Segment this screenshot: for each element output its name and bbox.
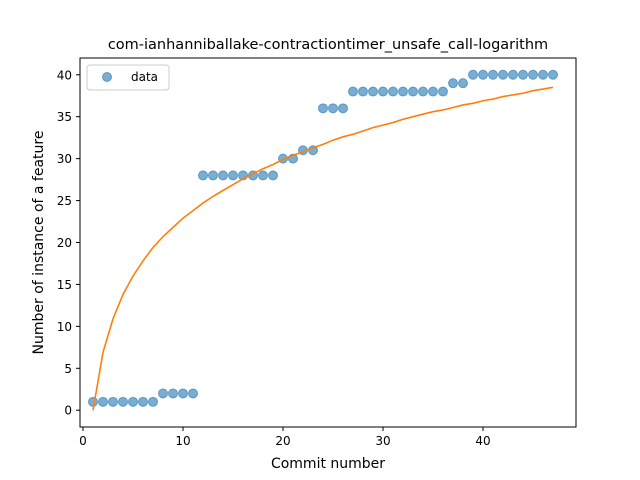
legend: data (86, 64, 170, 91)
data-point (518, 69, 528, 80)
x-tick-label: 40 (475, 434, 490, 448)
data-point (218, 170, 228, 181)
data-point (128, 396, 138, 407)
data-point (458, 78, 468, 89)
data-point (408, 86, 418, 97)
x-tick-label: 30 (375, 434, 390, 448)
data-point (498, 69, 508, 80)
x-tick-label: 20 (275, 434, 290, 448)
data-point (478, 69, 488, 80)
y-tick-label: 0 (64, 404, 72, 418)
data-point (508, 69, 518, 80)
data-point (188, 388, 198, 399)
data-point (318, 103, 328, 114)
data-point (98, 396, 108, 407)
data-point (168, 388, 178, 399)
data-point (198, 170, 208, 181)
data-point (108, 396, 118, 407)
data-point (418, 86, 428, 97)
data-point (358, 86, 368, 97)
data-point (148, 396, 158, 407)
data-point (88, 396, 98, 407)
y-tick-label: 5 (64, 362, 72, 376)
data-point (488, 69, 498, 80)
fit-line (92, 86, 554, 411)
y-tick-label: 40 (57, 68, 72, 82)
y-tick-label: 15 (57, 278, 72, 292)
legend-marker-data (102, 72, 112, 82)
data-point (328, 103, 338, 114)
y-tick-label: 30 (57, 152, 72, 166)
data-point (468, 69, 478, 80)
data-point (208, 170, 218, 181)
x-axis-label: Commit number (271, 456, 385, 472)
data-point (538, 69, 548, 80)
legend-label-data: data (131, 70, 158, 84)
y-axis-label: Number of instance of a feature (31, 131, 47, 355)
data-point (438, 86, 448, 97)
data-point (228, 170, 238, 181)
legend-box (86, 64, 170, 91)
chart-title: com-ianhanniballake-contractiontimer_uns… (108, 37, 548, 53)
data-point (118, 396, 128, 407)
data-point (258, 170, 268, 181)
y-tick-label: 25 (57, 194, 72, 208)
y-tick-label: 10 (57, 320, 72, 334)
plot-area (88, 69, 558, 411)
x-tick-label: 0 (79, 434, 87, 448)
data-point (428, 86, 438, 97)
y-tick-label: 20 (57, 236, 72, 250)
data-point (268, 170, 278, 181)
data-point (178, 388, 188, 399)
data-point (348, 86, 358, 97)
data-point (528, 69, 538, 80)
x-tick-label: 10 (175, 434, 190, 448)
data-point (448, 78, 458, 89)
y-tick-label: 35 (57, 110, 72, 124)
data-point (338, 103, 348, 114)
data-point (368, 86, 378, 97)
data-point (158, 388, 168, 399)
data-point (548, 69, 558, 80)
data-point (398, 86, 408, 97)
axis-ticks: 0 10 20 30 40 0 5 10 15 20 25 30 35 40 (57, 68, 491, 448)
data-point (138, 396, 148, 407)
data-point (378, 86, 388, 97)
data-point (388, 86, 398, 97)
